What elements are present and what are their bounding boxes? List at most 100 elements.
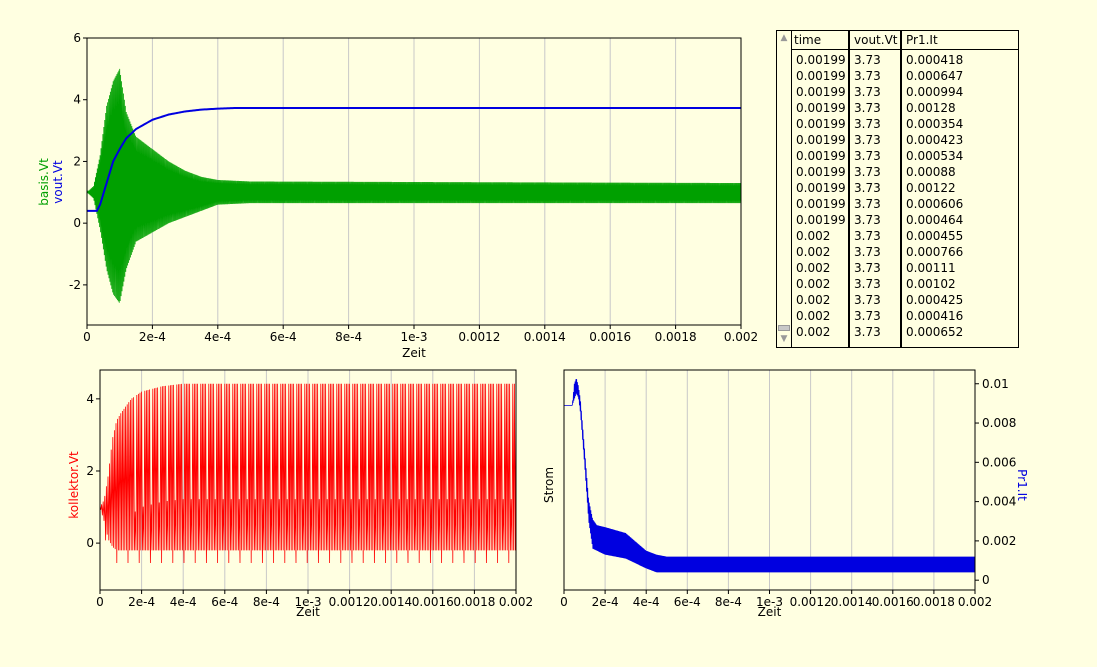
table-row[interactable]: 0.00199 3.73 0.000534 [792, 149, 1018, 165]
x-tick-label: 0 [83, 330, 91, 344]
table-cell: 0.000647 [906, 69, 964, 83]
table-row[interactable]: 0.002 3.73 0.000455 [792, 229, 1018, 245]
table-cell: 0.000464 [906, 213, 964, 227]
x-tick-label: 0.0018 [453, 595, 495, 609]
table-cell: 3.73 [854, 133, 881, 147]
table-row[interactable]: 0.002 3.73 0.000766 [792, 245, 1018, 261]
data-table[interactable]: ▲ ▼ time vout.Vt Pr1.It 0.00199 3.73 0.000… [776, 30, 1019, 348]
table-cell: 0.000455 [906, 229, 964, 243]
table-cell: 0.00199 [796, 165, 846, 179]
x-axis-label: Zeit [402, 346, 426, 360]
table-cell: 0.00122 [906, 181, 956, 195]
x-tick-label: 0.0012 [329, 595, 371, 609]
table-row[interactable]: 0.00199 3.73 0.00122 [792, 181, 1018, 197]
table-cell: 0.000606 [906, 197, 964, 211]
table-row[interactable]: 0.002 3.73 0.00111 [792, 261, 1018, 277]
scroll-down-icon[interactable]: ▼ [780, 334, 788, 344]
y-tick-label: 2 [86, 464, 94, 478]
table-row[interactable]: 0.00199 3.73 0.000994 [792, 85, 1018, 101]
scroll-thumb[interactable] [778, 325, 790, 331]
table-cell: 0.00111 [906, 261, 956, 275]
y-axis-label-basis: basis.Vt [37, 158, 51, 206]
x-tick-label: 4e-4 [170, 595, 197, 609]
table-scrollbar[interactable]: ▲ ▼ [777, 31, 792, 347]
table-cell: 0.000354 [906, 117, 964, 131]
x-tick-label: 0.0018 [913, 595, 955, 609]
y-tick-label: 0.01 [982, 377, 1009, 391]
table-cell: 0.00199 [796, 117, 846, 131]
table-row[interactable]: 0.002 3.73 0.000652 [792, 325, 1018, 341]
y-tick-label: 4 [86, 392, 94, 406]
table-row[interactable]: 0.00199 3.73 0.000606 [792, 197, 1018, 213]
table-cell: 0.00128 [906, 101, 956, 115]
table-cell: 0.00199 [796, 53, 846, 67]
table-cell: 0.00102 [906, 277, 956, 291]
x-tick-label: 2e-4 [139, 330, 166, 344]
x-axis-label: Zeit [758, 605, 782, 619]
series-line-kollektor-Vt [99, 383, 517, 563]
x-tick-label: 0.002 [499, 595, 533, 609]
series-line-basis-Vt [86, 68, 742, 303]
table-row[interactable]: 0.00199 3.73 0.00128 [792, 101, 1018, 117]
x-tick-label: 0.0016 [589, 330, 631, 344]
chart-bottom-right: 0 2e-4 4e-4 6e-4 8e-4 1e-3 0.0012 0.0014 0.0016 0… [542, 369, 1029, 619]
y-tick-label: 4 [73, 93, 81, 107]
table-row[interactable]: 0.002 3.73 0.000416 [792, 309, 1018, 325]
x-tick-label: 6e-4 [211, 595, 238, 609]
column-header-pr1[interactable]: Pr1.It [906, 33, 938, 47]
series-line-Pr1-It [564, 379, 976, 573]
x-tick-label: 8e-4 [253, 595, 280, 609]
series-line-vout-Vt [87, 107, 741, 212]
x-tick-label: 0.0014 [524, 330, 566, 344]
x-tick-label: 0.0016 [872, 595, 914, 609]
table-cell: 3.73 [854, 197, 881, 211]
table-row[interactable]: 0.00199 3.73 0.000418 [792, 53, 1018, 69]
table-cell: 0.00199 [796, 213, 846, 227]
table-cell: 0.002 [796, 293, 831, 307]
y-tick-label: 6 [73, 31, 81, 45]
table-cell: 0.000534 [906, 149, 964, 163]
table-row[interactable]: 0.002 3.73 0.000425 [792, 293, 1018, 309]
table-cell: 0.00199 [796, 69, 846, 83]
table-row[interactable]: 0.00199 3.73 0.000647 [792, 69, 1018, 85]
column-header-time[interactable]: time [794, 33, 822, 47]
x-tick-label: 0.0018 [655, 330, 697, 344]
y-tick-label: 0 [73, 216, 81, 230]
table-cell: 0.002 [796, 277, 831, 291]
y-tick-label: 0 [86, 536, 94, 550]
x-tick-label: 0.002 [724, 330, 758, 344]
table-row[interactable]: 0.002 3.73 0.00102 [792, 277, 1018, 293]
table-cell: 3.73 [854, 165, 881, 179]
table-cell: 0.00088 [906, 165, 956, 179]
x-tick-label: 0.0012 [458, 330, 500, 344]
table-cell: 0.002 [796, 245, 831, 259]
table-cell: 3.73 [854, 149, 881, 163]
x-tick-label: 8e-4 [715, 595, 742, 609]
table-cell: 0.00199 [796, 101, 846, 115]
table-cell: 3.73 [854, 101, 881, 115]
table-cell: 3.73 [854, 245, 881, 259]
column-header-vout[interactable]: vout.Vt [854, 33, 898, 47]
scroll-up-icon[interactable]: ▲ [780, 33, 788, 43]
table-row[interactable]: 0.00199 3.73 0.000423 [792, 133, 1018, 149]
y-axis-label-strom: Strom [542, 467, 556, 503]
table-cell: 0.00199 [796, 85, 846, 99]
x-tick-label: 1e-3 [295, 595, 322, 609]
table-cell: 3.73 [854, 53, 881, 67]
x-tick-label: 1e-3 [401, 330, 428, 344]
y-tick-label: 0.002 [982, 534, 1016, 548]
table-row[interactable]: 0.00199 3.73 0.000464 [792, 213, 1018, 229]
table-cell: 0.000652 [906, 325, 964, 339]
x-tick-label: 2e-4 [592, 595, 619, 609]
y-axis-label-vout: vout.Vt [51, 160, 65, 204]
table-cell: 3.73 [854, 117, 881, 131]
table-cell: 3.73 [854, 181, 881, 195]
column-divider[interactable] [900, 31, 902, 347]
table-cell: 3.73 [854, 261, 881, 275]
table-cell: 0.00199 [796, 197, 846, 211]
table-row[interactable]: 0.00199 3.73 0.00088 [792, 165, 1018, 181]
y-tick-label: 0 [982, 573, 990, 587]
table-row[interactable]: 0.00199 3.73 0.000354 [792, 117, 1018, 133]
column-divider[interactable] [848, 31, 850, 347]
